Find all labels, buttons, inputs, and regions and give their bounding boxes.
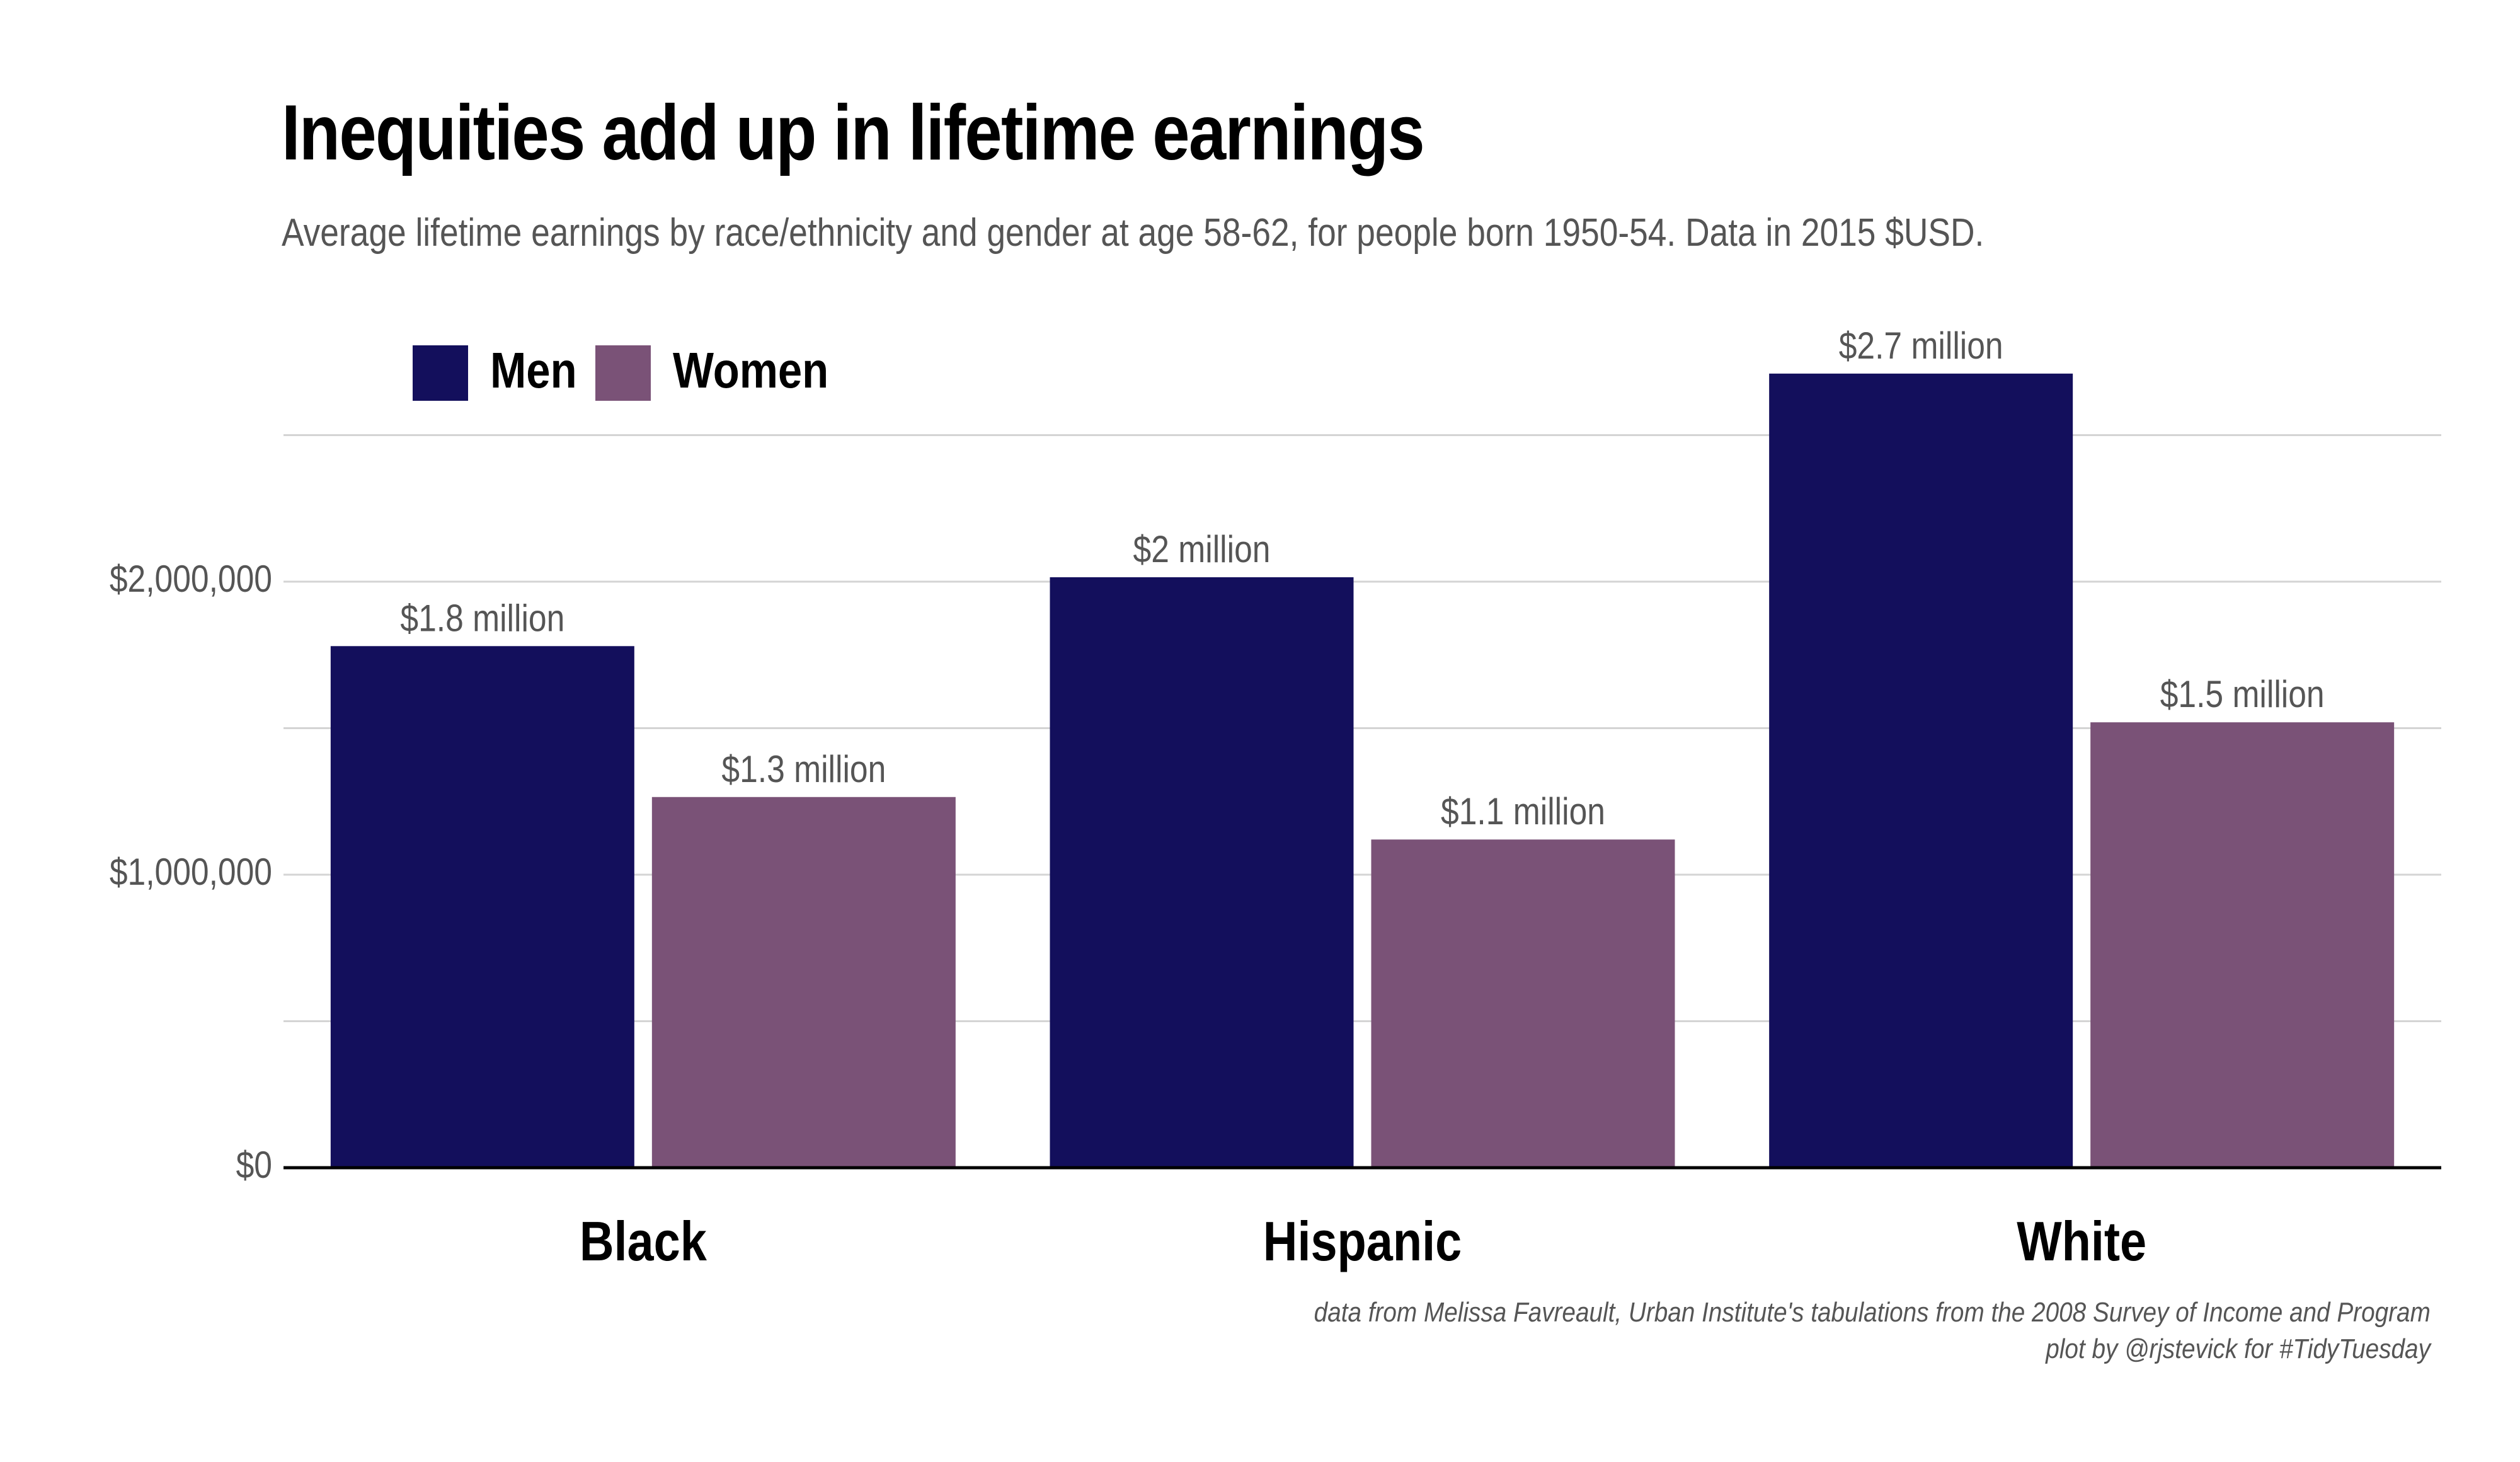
legend-swatch-men [413,345,468,401]
bar-men-white [1769,373,2073,1168]
legend-swatch-women [595,345,651,401]
bar-women-hispanic [1371,839,1675,1168]
x-tick-label: White [2017,1211,2146,1273]
bar-value-label: $1.5 million [2160,673,2325,716]
bar-value-label: $2.7 million [1839,324,2003,367]
chart-subtitle: Average lifetime earnings by race/ethnic… [282,211,1984,255]
bar-value-label: $1.3 million [721,747,886,790]
caption-credit: plot by @rjstevick for #TidyTuesday [2046,1333,2431,1364]
gridlines [284,434,2441,1022]
bar-value-label: $1.8 million [400,597,564,640]
bar-men-hispanic [1050,577,1354,1168]
chart-title: Inequities add up in lifetime earnings [282,89,1425,176]
legend: Men Women [413,342,828,401]
legend-label-women: Women [673,342,828,398]
legend-label-men: Men [490,342,577,398]
bar-women-white [2090,722,2395,1168]
x-tick-label: Black [580,1211,707,1273]
bar-value-label: $2 million [1133,527,1271,570]
y-tick-label: $2,000,000 [110,557,272,600]
bars [330,373,2395,1168]
bar-labels: $1.8 million $1.3 million $2 million $1.1 m… [400,324,2324,832]
bar-value-label: $1.1 million [1441,790,1605,833]
y-axis-ticks: $0 $1,000,000 $2,000,000 [110,557,272,1186]
x-tick-label: Hispanic [1263,1211,1462,1273]
y-tick-label: $1,000,000 [110,850,272,893]
bar-men-black [330,646,634,1168]
x-axis-ticks: Black Hispanic White [580,1211,2146,1273]
y-tick-label: $0 [236,1143,272,1186]
caption-source: data from Melissa Favreault, Urban Insti… [1314,1297,2431,1328]
bar-women-black [651,797,956,1168]
